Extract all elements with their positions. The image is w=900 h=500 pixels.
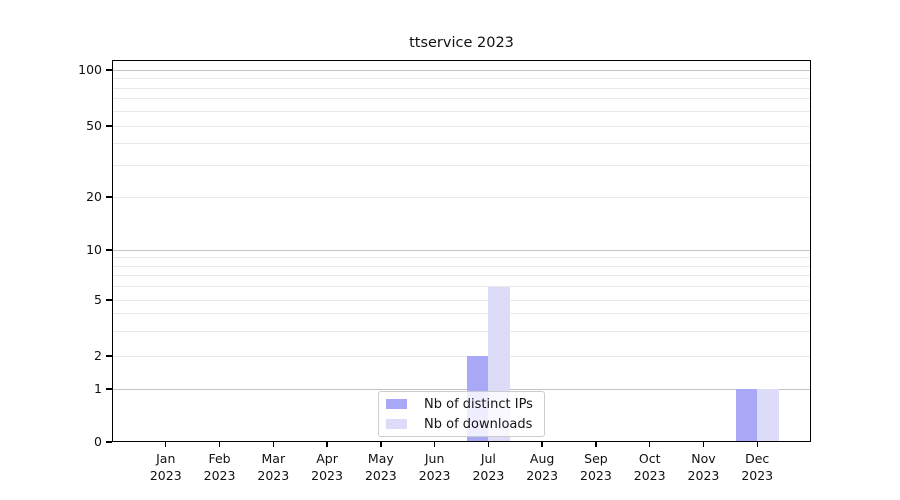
bar-nb-of-downloads bbox=[757, 389, 779, 442]
x-tick-mark bbox=[487, 442, 490, 447]
y-gridline-minor bbox=[112, 165, 811, 167]
x-tick-label-nov: Nov 2023 bbox=[687, 451, 720, 483]
legend-row: Nb of downloads bbox=[386, 414, 540, 434]
y-tick-mark bbox=[106, 249, 112, 251]
x-tick-mark bbox=[541, 442, 543, 447]
y-gridline-minor bbox=[112, 110, 811, 112]
y-tick-mark bbox=[106, 441, 112, 443]
y-tick-mark bbox=[106, 69, 112, 71]
y-gridline-major bbox=[112, 69, 811, 71]
y-gridline-major bbox=[112, 388, 811, 390]
y-gridline-minor bbox=[112, 275, 811, 277]
y-gridline-minor bbox=[112, 313, 811, 315]
y-gridline-minor bbox=[112, 196, 811, 198]
y-tick-label: 1 bbox=[94, 381, 102, 396]
x-tick-mark bbox=[272, 442, 274, 447]
y-gridline-minor bbox=[112, 78, 811, 79]
x-tick-label-jan: Jan 2023 bbox=[149, 451, 182, 483]
legend-label: Nb of downloads bbox=[424, 416, 533, 432]
y-gridline-minor bbox=[112, 265, 811, 267]
x-tick-label-aug: Aug 2023 bbox=[526, 451, 559, 483]
y-gridline-major bbox=[112, 249, 811, 251]
x-tick-mark bbox=[433, 442, 436, 447]
x-tick-mark bbox=[756, 442, 758, 447]
plot-area bbox=[112, 60, 811, 442]
bar-nb-of-distinct-ips bbox=[735, 389, 758, 442]
y-gridline-minor bbox=[112, 330, 811, 332]
y-tick-label: 0 bbox=[94, 434, 102, 449]
x-tick-mark bbox=[218, 442, 221, 447]
y-tick-label: 100 bbox=[78, 62, 102, 77]
y-tick-mark bbox=[106, 355, 112, 357]
y-gridline-minor bbox=[112, 355, 811, 357]
x-tick-label-jun: Jun 2023 bbox=[418, 451, 451, 483]
chart-title: ttservice 2023 bbox=[409, 35, 514, 51]
x-tick-mark bbox=[595, 442, 597, 447]
y-tick-label: 50 bbox=[86, 118, 102, 133]
y-gridline-minor bbox=[112, 299, 811, 301]
legend-swatch bbox=[386, 399, 407, 409]
y-tick-mark bbox=[106, 125, 112, 127]
y-tick-label: 10 bbox=[86, 242, 102, 257]
y-gridline-minor bbox=[112, 98, 811, 100]
y-tick-mark bbox=[106, 196, 112, 198]
y-gridline-minor bbox=[112, 142, 811, 144]
y-tick-label: 20 bbox=[86, 189, 102, 204]
y-gridline-minor bbox=[112, 257, 811, 259]
x-tick-label-may: May 2023 bbox=[364, 451, 397, 483]
x-tick-mark bbox=[702, 442, 705, 447]
x-tick-label-sep: Sep 2023 bbox=[580, 451, 612, 483]
x-tick-label-jul: Jul 2023 bbox=[472, 451, 505, 483]
legend-label: Nb of distinct IPs bbox=[424, 396, 533, 412]
x-tick-mark bbox=[165, 442, 167, 447]
legend-swatch bbox=[386, 419, 407, 429]
legend: Nb of distinct IPs Nb of downloads bbox=[378, 391, 545, 437]
x-tick-label-feb: Feb 2023 bbox=[203, 451, 236, 483]
y-tick-mark bbox=[106, 388, 112, 390]
y-tick-label: 5 bbox=[94, 292, 102, 307]
x-tick-mark bbox=[648, 442, 651, 447]
y-gridline-minor bbox=[112, 87, 811, 89]
x-tick-mark bbox=[380, 442, 382, 447]
legend-row: Nb of distinct IPs bbox=[386, 394, 540, 414]
x-tick-label-oct: Oct 2023 bbox=[633, 451, 666, 483]
y-gridline-minor bbox=[112, 125, 811, 127]
x-tick-label-mar: Mar 2023 bbox=[257, 451, 290, 483]
x-tick-mark bbox=[326, 442, 328, 447]
x-tick-label-dec: Dec 2023 bbox=[741, 451, 774, 483]
y-gridline-minor bbox=[112, 286, 811, 288]
x-tick-label-apr: Apr 2023 bbox=[311, 451, 343, 483]
y-tick-mark bbox=[106, 299, 112, 301]
y-tick-label: 2 bbox=[94, 348, 102, 363]
